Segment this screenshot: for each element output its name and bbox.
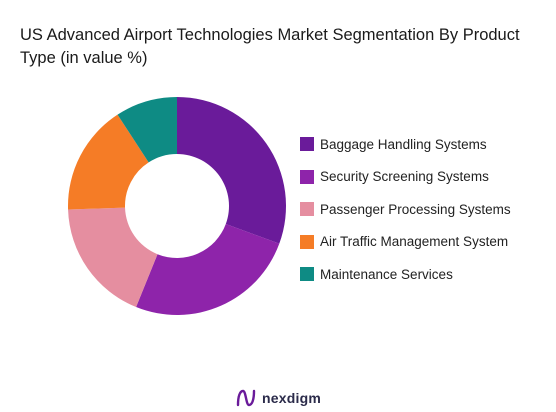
legend-swatch bbox=[300, 202, 314, 216]
chart-title: US Advanced Airport Technologies Market … bbox=[20, 26, 520, 67]
legend-swatch bbox=[300, 169, 314, 184]
legend-item: Passenger Processing Systems bbox=[300, 198, 511, 220]
donut-slice-4 bbox=[68, 114, 149, 210]
nexdigm-logo-icon bbox=[236, 389, 256, 407]
legend-label: Security Screening Systems bbox=[320, 169, 489, 184]
legend-label: Air Traffic Management System bbox=[320, 234, 509, 249]
legend-swatch bbox=[300, 137, 314, 151]
brand-name: nexdigm bbox=[262, 390, 321, 406]
legend-item: Baggage Handling Systems bbox=[300, 133, 511, 155]
donut-slice-3 bbox=[68, 207, 158, 308]
chart-legend: Baggage Handling Systems Security Screen… bbox=[300, 133, 511, 296]
legend-label: Passenger Processing Systems bbox=[320, 201, 511, 217]
legend-swatch bbox=[300, 267, 314, 281]
donut-slice-1 bbox=[177, 97, 287, 244]
legend-label: Maintenance Services bbox=[320, 266, 453, 282]
donut-slice-2 bbox=[136, 223, 280, 315]
legend-item: Security Screening Systems bbox=[300, 166, 511, 188]
donut-slices bbox=[68, 97, 287, 315]
donut-slice-5 bbox=[117, 97, 177, 163]
legend-item: Air Traffic Management System bbox=[300, 231, 511, 253]
legend-label: Baggage Handling Systems bbox=[320, 136, 487, 152]
legend-swatch bbox=[300, 234, 314, 249]
brand-footer: nexdigm bbox=[0, 388, 556, 408]
legend-item: Maintenance Services bbox=[300, 263, 511, 285]
